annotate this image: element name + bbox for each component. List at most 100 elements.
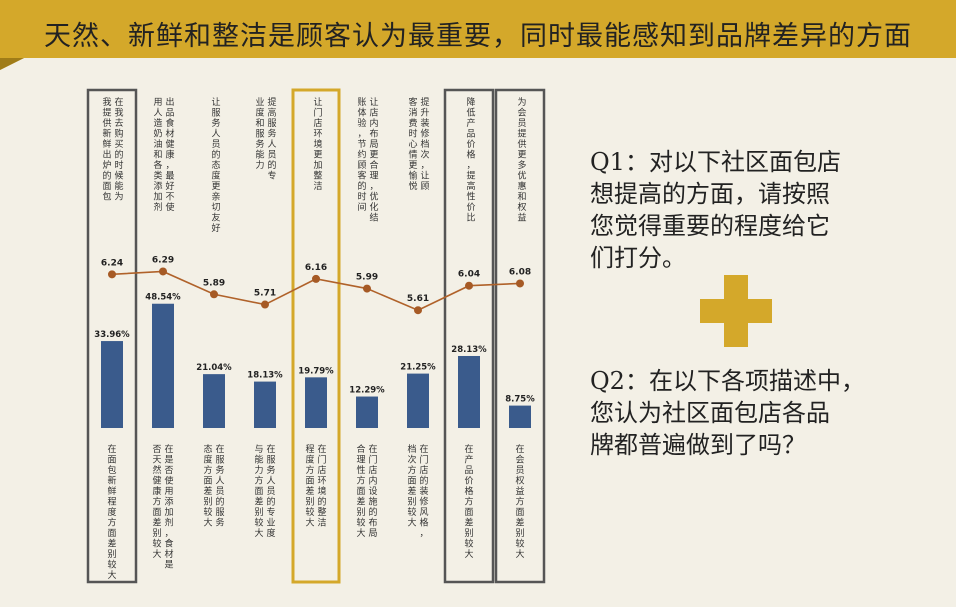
top-category-label: 好 xyxy=(165,180,174,192)
bottom-category-label: 别 xyxy=(152,528,161,539)
question-1-line: Q1：对以下社区面包店 xyxy=(590,148,841,176)
top-category-label: 我 xyxy=(102,97,111,108)
bottom-category-label: 较 xyxy=(305,506,314,518)
bottom-category-label: 装 xyxy=(419,485,428,497)
bottom-category-label: 权 xyxy=(515,475,524,487)
question-2-line: 牌都普遍做到了吗？ xyxy=(590,431,806,459)
bottom-category-label: 务 xyxy=(215,464,224,476)
top-category-label: 整 xyxy=(313,170,322,182)
top-category-label: 结 xyxy=(369,212,378,224)
bottom-category-label: 差 xyxy=(107,538,116,550)
bottom-category-label: 的 xyxy=(419,475,428,487)
top-category-label: 消 xyxy=(408,107,417,119)
top-category-label: 为 xyxy=(517,96,526,108)
bottom-category-label: 剂 xyxy=(164,517,173,529)
bottom-category-label: 大 xyxy=(515,548,524,560)
question-1-line: 们打分。 xyxy=(590,244,686,272)
bottom-category-label: 人 xyxy=(266,476,275,487)
bottom-category-label: 使 xyxy=(164,475,173,487)
top-category-label: 在 xyxy=(114,96,123,108)
top-category-label: 奶 xyxy=(153,128,162,140)
top-category-label: 的 xyxy=(357,180,366,192)
bar-value-label: 33.96% xyxy=(94,330,130,340)
top-category-label: 品 xyxy=(165,108,174,119)
top-category-label: 度 xyxy=(255,107,264,119)
top-category-label: 和 xyxy=(255,118,264,129)
top-category-label: 包 xyxy=(102,191,111,203)
top-category-label: 用 xyxy=(153,97,162,108)
bottom-category-label: 环 xyxy=(317,476,326,487)
top-category-label: ， xyxy=(420,161,429,171)
top-category-label: 性 xyxy=(466,191,475,203)
top-category-label: 的 xyxy=(102,170,111,182)
bottom-category-label: 别 xyxy=(464,528,473,539)
top-category-label: 和 xyxy=(517,192,526,203)
bottom-category-label: 店 xyxy=(368,464,377,476)
bottom-category-label: 度 xyxy=(107,506,116,518)
bottom-category-label: 益 xyxy=(515,485,524,497)
bottom-category-label: 较 xyxy=(464,538,473,550)
top-category-label: 环 xyxy=(313,129,322,140)
top-category-label: 康 xyxy=(165,149,174,161)
bottom-category-label: 面 xyxy=(407,476,416,487)
bottom-category-label: 差 xyxy=(356,496,365,508)
bottom-category-label: 施 xyxy=(368,496,377,508)
bottom-category-label: 在 xyxy=(164,443,173,455)
top-category-label: 候 xyxy=(114,170,123,182)
bottom-category-label: 在 xyxy=(464,443,473,455)
top-category-label: 友 xyxy=(211,212,220,224)
bottom-category-label: 较 xyxy=(254,517,263,529)
top-category-label: 优 xyxy=(369,191,378,203)
column-highlight-box xyxy=(443,88,495,584)
page-title: 天然、新鲜和整洁是顾客认为最重要，同时最能感知到品牌差异的方面 xyxy=(44,21,912,52)
top-category-label: 多 xyxy=(517,159,526,171)
top-category-label: 格 xyxy=(466,149,475,161)
line-value-label: 6.04 xyxy=(458,270,480,280)
top-category-label: 客 xyxy=(357,170,366,182)
bar xyxy=(101,341,123,428)
top-category-label: 添 xyxy=(153,181,162,192)
top-category-label: 化 xyxy=(369,201,378,213)
line-point xyxy=(414,306,422,315)
bottom-category-label: 面 xyxy=(152,507,161,518)
bottom-category-label: 员 xyxy=(515,465,524,476)
top-category-label: 务 xyxy=(267,128,276,140)
bottom-category-label: 在 xyxy=(419,443,428,455)
bottom-category-label: 产 xyxy=(464,454,473,466)
bottom-category-label: 添 xyxy=(164,497,173,508)
bottom-category-label: 别 xyxy=(356,507,365,518)
top-category-label: 布 xyxy=(369,128,378,140)
top-category-label: 人 xyxy=(211,129,220,140)
top-category-label: 各 xyxy=(153,159,162,171)
top-category-label: 更 xyxy=(408,160,417,171)
bar-value-label: 19.79% xyxy=(298,366,334,376)
bottom-category-label: 门 xyxy=(317,454,326,466)
bottom-category-label: 的 xyxy=(266,496,275,508)
bottom-category-label: 康 xyxy=(152,485,161,497)
bottom-category-label: 度 xyxy=(266,527,275,539)
top-category-label: 新 xyxy=(102,128,111,140)
bottom-category-label: 设 xyxy=(368,486,377,497)
top-category-label: 档 xyxy=(420,138,429,150)
bottom-category-label: 在 xyxy=(317,443,326,455)
bottom-category-label: 较 xyxy=(107,559,116,571)
top-category-label: 面 xyxy=(102,181,111,192)
line-value-label: 5.61 xyxy=(407,294,429,304)
bottom-category-label: 别 xyxy=(515,528,524,539)
title-banner: 天然、新鲜和整洁是顾客认为最重要，同时最能感知到品牌差异的方面 xyxy=(0,0,956,70)
top-category-label: 提 xyxy=(420,97,429,108)
bottom-category-label: 较 xyxy=(203,506,212,518)
bar-value-label: 18.13% xyxy=(247,371,283,381)
top-category-label: 炉 xyxy=(102,159,111,171)
top-category-label: 低 xyxy=(466,107,475,119)
top-category-label: 加 xyxy=(313,160,322,171)
bar-value-label: 48.54% xyxy=(145,293,181,303)
top-category-label: 的 xyxy=(267,159,276,171)
top-category-label: 产 xyxy=(466,117,475,129)
bottom-category-label: 方 xyxy=(203,464,212,476)
bottom-category-label: 务 xyxy=(215,517,224,529)
bottom-category-label: 面 xyxy=(254,486,263,497)
bar-value-label: 8.75% xyxy=(505,395,535,405)
bottom-category-label: 较 xyxy=(356,517,365,529)
